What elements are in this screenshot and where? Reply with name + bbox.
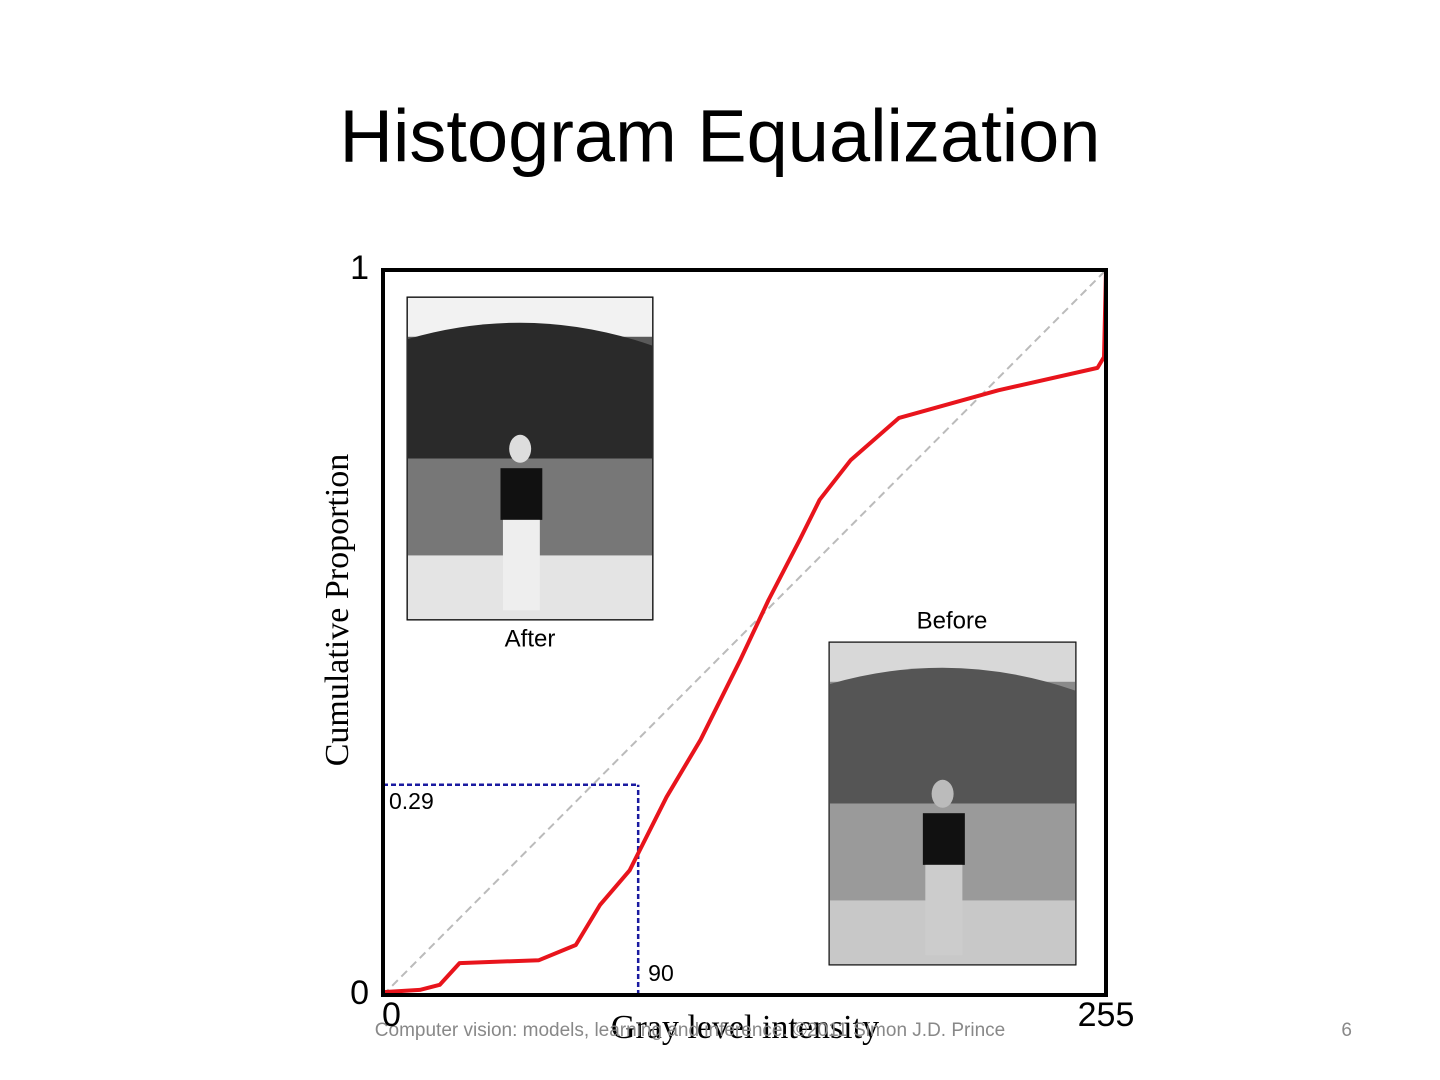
footer: Computer vision: models, learning and in… [375,1020,1005,1041]
photo-person-body [922,813,965,865]
photo-trees [408,322,652,459]
cdf-line [382,269,1108,995]
y-axis-label: Cumulative Proportion [319,454,356,767]
photo-person-head [509,434,532,463]
y-tick-label: 1 [350,249,369,287]
diagonal-reference [382,269,1107,996]
photo-person-legs [925,864,963,956]
photo-person-head [931,779,954,808]
photo-person-body [500,468,543,520]
inset-caption: After [505,625,556,652]
photo-person-legs [502,519,540,611]
page-number: 6 [1341,1020,1352,1041]
x-tick-label: 255 [1078,996,1135,1034]
plot-frame [381,268,1108,997]
x-tick-label: 0 [382,996,401,1034]
slide-title: Histogram Equalization [340,95,1101,178]
marker-label-x: 90 [648,960,674,986]
inset-photo [406,296,654,621]
inset-caption: Before [917,607,988,634]
inset-photo [828,641,1077,966]
y-tick-label: 0 [350,974,369,1012]
marker-label-y: 0.29 [389,788,434,814]
photo-trees [830,667,1075,804]
x-axis-label: Gray level intensity [611,1009,879,1046]
